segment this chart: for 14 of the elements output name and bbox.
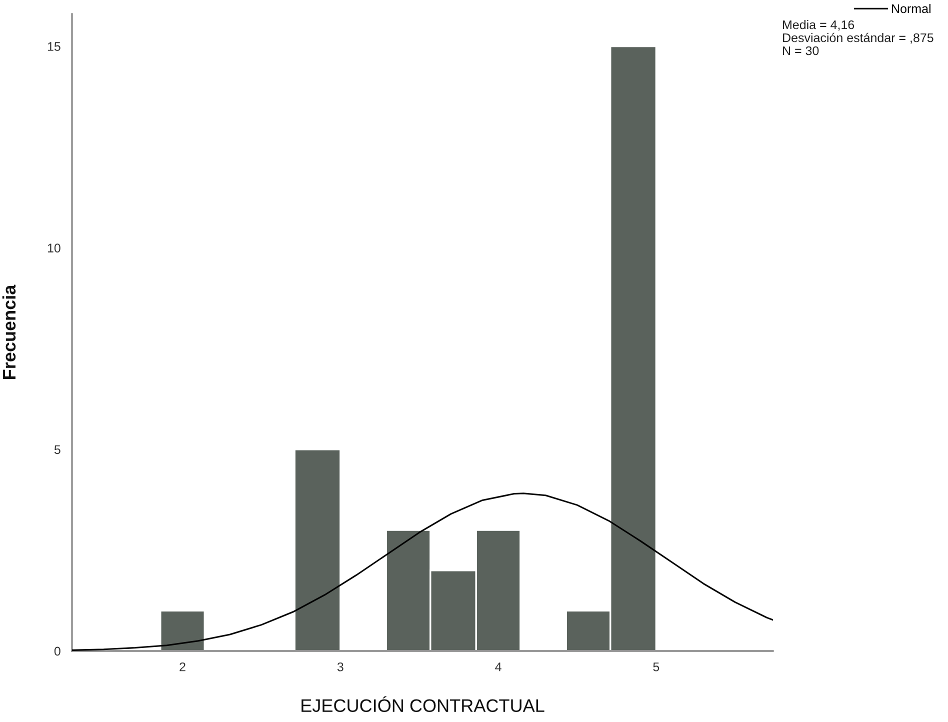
text: Desviación estándar = ,875	[783, 32, 934, 44]
y-tick-label: 5	[54, 445, 60, 454]
x-tick-label: 5	[653, 662, 660, 672]
y-tick-label: 15	[48, 42, 60, 51]
y-tick-label: 0	[54, 646, 60, 656]
legend-label: Normal	[892, 4, 930, 14]
y-tick-label: 10	[48, 244, 60, 252]
x-tick-label: 2	[180, 662, 186, 672]
text: N = 30	[783, 46, 819, 56]
x-tick-label: 4	[495, 662, 502, 672]
text: Media = 4,16	[783, 20, 854, 31]
x-axis-title: EJECUCIÓN CONTRACTUAL	[302, 696, 544, 712]
y-axis-title: Frecuencia	[2, 284, 16, 379]
x-tick-label: 3	[337, 662, 344, 672]
